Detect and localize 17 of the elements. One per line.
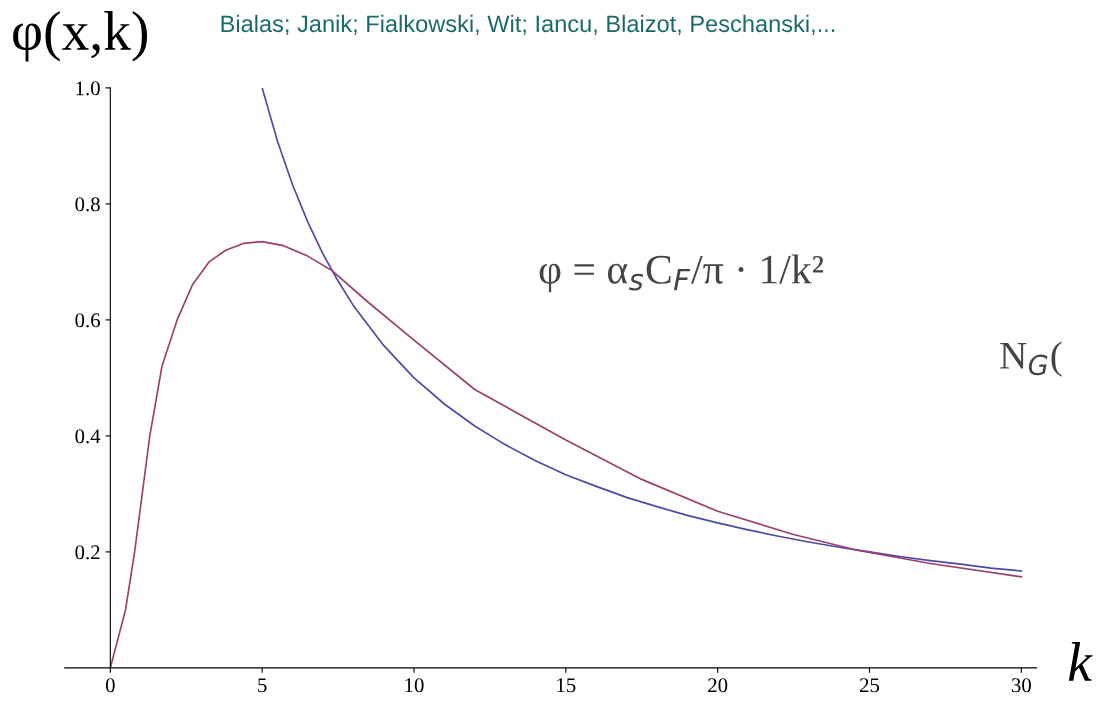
- x-tick-label: 20: [708, 678, 728, 693]
- x-tick-label: 0: [105, 678, 115, 693]
- x-tick-label: 10: [405, 678, 424, 693]
- y-axis-title: φ(x,k): [13, 11, 148, 62]
- x-tick-label: 30: [1011, 678, 1031, 693]
- annotation: φ = α$_{s}$C$_{F}$/π · 1/k²: [539, 254, 824, 293]
- x-axis-title: k: [1068, 642, 1093, 681]
- x-tick-label: 5: [258, 678, 267, 693]
- y-tick-label: 0.8: [75, 197, 100, 212]
- x-tick-label: 25: [859, 678, 880, 693]
- y-tick-label: 0.6: [75, 313, 100, 328]
- x-tick-label: 15: [557, 678, 576, 693]
- y-tick-label: 0.4: [75, 429, 101, 444]
- y-tick-label: 0.2: [75, 545, 100, 560]
- y-tick-label: 1.0: [76, 81, 100, 96]
- annotation: N$_{G}$(: [1000, 341, 1062, 377]
- text: Bialas; Janik; Fialkowski, Wit; Iancu, Blaizot, Peschanski,...: [221, 14, 835, 35]
